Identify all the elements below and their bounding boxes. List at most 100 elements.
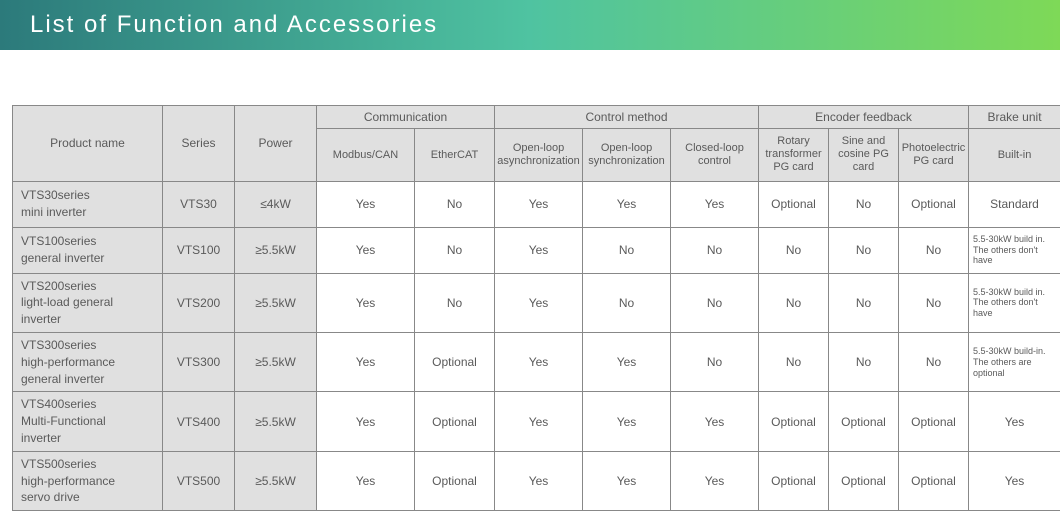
td-brake: Yes bbox=[969, 451, 1060, 510]
td-closed: Yes bbox=[671, 181, 759, 227]
td-closed: No bbox=[671, 227, 759, 273]
th-closed: Closed-loop control bbox=[671, 129, 759, 182]
td-brake: 5.5-30kW build in.The others don't have bbox=[969, 227, 1060, 273]
table-row: VTS500serieshigh-performanceservo driveV… bbox=[13, 451, 1060, 510]
td-modbus: Yes bbox=[317, 181, 415, 227]
td-open-async: Yes bbox=[495, 227, 583, 273]
td-photo: Optional bbox=[899, 392, 969, 451]
td-open-async: Yes bbox=[495, 392, 583, 451]
td-open-sync: No bbox=[583, 227, 671, 273]
td-rotary: No bbox=[759, 332, 829, 391]
td-sincos: No bbox=[829, 227, 899, 273]
th-open-sync: Open-loop synchronization bbox=[583, 129, 671, 182]
td-closed: No bbox=[671, 273, 759, 332]
th-encoder: Encoder feedback bbox=[759, 106, 969, 129]
td-power: ≥5.5kW bbox=[235, 451, 317, 510]
td-product: VTS200serieslight-load generalinverter bbox=[13, 273, 163, 332]
td-rotary: Optional bbox=[759, 181, 829, 227]
td-series: VTS30 bbox=[163, 181, 235, 227]
page-title: List of Function and Accessories bbox=[30, 11, 438, 39]
td-photo: No bbox=[899, 227, 969, 273]
th-control: Control method bbox=[495, 106, 759, 129]
th-rotary: Rotary transformer PG card bbox=[759, 129, 829, 182]
td-power: ≥5.5kW bbox=[235, 227, 317, 273]
td-power: ≥5.5kW bbox=[235, 332, 317, 391]
td-modbus: Yes bbox=[317, 451, 415, 510]
th-power: Power bbox=[235, 106, 317, 182]
td-series: VTS300 bbox=[163, 332, 235, 391]
th-series: Series bbox=[163, 106, 235, 182]
td-brake: Standard bbox=[969, 181, 1060, 227]
td-modbus: Yes bbox=[317, 332, 415, 391]
td-brake: 5.5-30kW build-in.The others are optiona… bbox=[969, 332, 1060, 391]
th-communication: Communication bbox=[317, 106, 495, 129]
th-open-async: Open-loop asynchronization bbox=[495, 129, 583, 182]
td-open-async: Yes bbox=[495, 451, 583, 510]
td-ethercat: Optional bbox=[415, 392, 495, 451]
td-rotary: No bbox=[759, 227, 829, 273]
table-row: VTS400seriesMulti-FunctionalinverterVTS4… bbox=[13, 392, 1060, 451]
th-modbus: Modbus/CAN bbox=[317, 129, 415, 182]
td-open-async: Yes bbox=[495, 273, 583, 332]
td-sincos: No bbox=[829, 181, 899, 227]
td-open-sync: Yes bbox=[583, 332, 671, 391]
table-row: VTS30seriesmini inverterVTS30≤4kWYesNoYe… bbox=[13, 181, 1060, 227]
td-ethercat: Optional bbox=[415, 332, 495, 391]
td-power: ≥5.5kW bbox=[235, 392, 317, 451]
table-body: VTS30seriesmini inverterVTS30≤4kWYesNoYe… bbox=[13, 181, 1060, 511]
td-ethercat: Optional bbox=[415, 451, 495, 510]
td-rotary: Optional bbox=[759, 392, 829, 451]
td-photo: No bbox=[899, 273, 969, 332]
td-photo: No bbox=[899, 332, 969, 391]
td-product: VTS400seriesMulti-Functionalinverter bbox=[13, 392, 163, 451]
td-ethercat: No bbox=[415, 273, 495, 332]
td-ethercat: No bbox=[415, 181, 495, 227]
td-product: VTS30seriesmini inverter bbox=[13, 181, 163, 227]
td-sincos: No bbox=[829, 273, 899, 332]
td-brake: 5.5-30kW build in.The others don't have bbox=[969, 273, 1060, 332]
title-bar: List of Function and Accessories bbox=[0, 0, 1060, 50]
td-photo: Optional bbox=[899, 451, 969, 510]
th-sincos: Sine and cosine PG card bbox=[829, 129, 899, 182]
th-brake: Brake unit bbox=[969, 106, 1060, 129]
td-open-sync: Yes bbox=[583, 392, 671, 451]
table-row: VTS200serieslight-load generalinverterVT… bbox=[13, 273, 1060, 332]
td-open-sync: Yes bbox=[583, 451, 671, 510]
table-head: Product name Series Power Communication … bbox=[13, 106, 1060, 182]
td-sincos: Optional bbox=[829, 392, 899, 451]
td-product: VTS500serieshigh-performanceservo drive bbox=[13, 451, 163, 510]
td-closed: No bbox=[671, 332, 759, 391]
td-power: ≤4kW bbox=[235, 181, 317, 227]
td-modbus: Yes bbox=[317, 273, 415, 332]
th-photo: Photoelectric PG card bbox=[899, 129, 969, 182]
td-sincos: No bbox=[829, 332, 899, 391]
table-row: VTS100seriesgeneral inverterVTS100≥5.5kW… bbox=[13, 227, 1060, 273]
table-row: VTS300serieshigh-performancegeneral inve… bbox=[13, 332, 1060, 391]
th-ethercat: EtherCAT bbox=[415, 129, 495, 182]
td-product: VTS300serieshigh-performancegeneral inve… bbox=[13, 332, 163, 391]
spec-table: Product name Series Power Communication … bbox=[12, 105, 1060, 511]
td-series: VTS200 bbox=[163, 273, 235, 332]
td-rotary: Optional bbox=[759, 451, 829, 510]
td-closed: Yes bbox=[671, 392, 759, 451]
td-open-sync: Yes bbox=[583, 181, 671, 227]
td-product: VTS100seriesgeneral inverter bbox=[13, 227, 163, 273]
td-series: VTS400 bbox=[163, 392, 235, 451]
td-series: VTS100 bbox=[163, 227, 235, 273]
td-closed: Yes bbox=[671, 451, 759, 510]
td-modbus: Yes bbox=[317, 227, 415, 273]
td-sincos: Optional bbox=[829, 451, 899, 510]
td-series: VTS500 bbox=[163, 451, 235, 510]
table-container: Product name Series Power Communication … bbox=[0, 105, 1060, 511]
td-open-sync: No bbox=[583, 273, 671, 332]
td-photo: Optional bbox=[899, 181, 969, 227]
td-open-async: Yes bbox=[495, 181, 583, 227]
th-builtin: Built-in bbox=[969, 129, 1060, 182]
td-rotary: No bbox=[759, 273, 829, 332]
td-modbus: Yes bbox=[317, 392, 415, 451]
td-ethercat: No bbox=[415, 227, 495, 273]
td-brake: Yes bbox=[969, 392, 1060, 451]
td-power: ≥5.5kW bbox=[235, 273, 317, 332]
td-open-async: Yes bbox=[495, 332, 583, 391]
th-product: Product name bbox=[13, 106, 163, 182]
